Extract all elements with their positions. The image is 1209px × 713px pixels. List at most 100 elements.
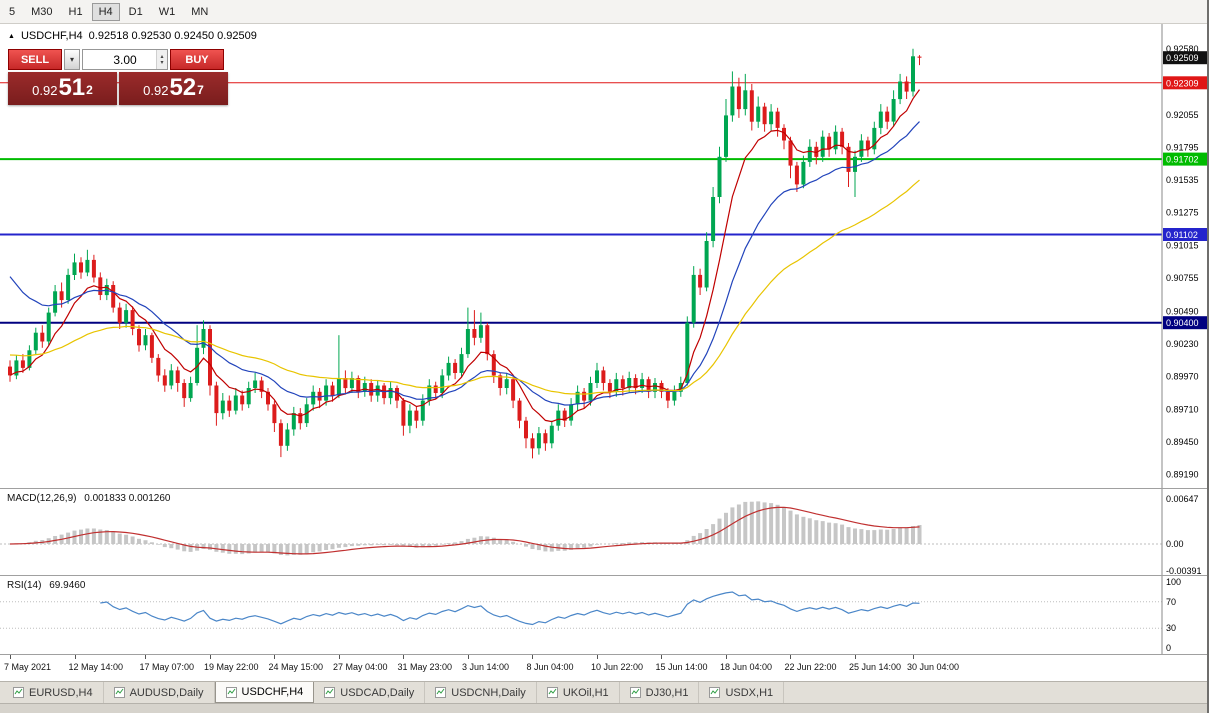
- chart-tab-icon: [225, 686, 237, 698]
- volume-stepper[interactable]: ▴ ▾: [156, 50, 167, 69]
- chart-tab-usdchf-h4[interactable]: USDCHF,H4: [214, 682, 315, 703]
- svg-text:0.91015: 0.91015: [1166, 240, 1199, 250]
- sell-button[interactable]: SELL: [8, 49, 62, 70]
- svg-text:0.89450: 0.89450: [1166, 437, 1199, 447]
- volume-value: 3.00: [113, 52, 137, 67]
- time-label: 19 May 22:00: [203, 662, 259, 672]
- svg-text:0.92055: 0.92055: [1166, 110, 1199, 120]
- chevron-down-icon: ▾: [69, 55, 74, 64]
- spinner-up-icon[interactable]: ▴: [160, 53, 164, 60]
- chart-tab-usdcad-daily[interactable]: USDCAD,Daily: [314, 682, 426, 703]
- sell-price-display[interactable]: 0.92 51 2: [8, 72, 117, 105]
- rsi-value: 69.9460: [49, 580, 86, 591]
- svg-text:70: 70: [1166, 597, 1176, 607]
- svg-text:0.92309: 0.92309: [1166, 78, 1199, 88]
- time-tick: [913, 655, 914, 659]
- panel-separator: [0, 488, 1209, 489]
- rsi-header: RSI(14) 69.9460: [7, 580, 85, 591]
- sell-price-pips: 51: [58, 74, 86, 101]
- window-right-edge: [1207, 0, 1209, 713]
- chart-region: 0.92580 0.92055 0.91795 0.91535 0.91275 0.910…: [0, 24, 1209, 681]
- macd-panel[interactable]: 0.00647 0.00 -0.00391: [0, 489, 1209, 575]
- time-tick: [209, 655, 211, 659]
- svg-text:30: 30: [1166, 623, 1176, 633]
- chart-tab-ukoil-h1[interactable]: UKOil,H1: [537, 682, 620, 703]
- timeframe-button-w1[interactable]: W1: [158, 5, 176, 18]
- chart-tab-label: USDCHF,H4: [241, 686, 304, 698]
- chart-tab-usdcnh-daily[interactable]: USDCNH,Daily: [425, 682, 537, 703]
- timeframe-button-d1[interactable]: D1: [128, 5, 143, 18]
- timeframe-button-mn[interactable]: MN: [191, 5, 209, 18]
- timeframe-toolbar: 5 M30 H1 H4 D1 W1 MN: [0, 0, 1209, 24]
- svg-text:0.00: 0.00: [1166, 539, 1184, 549]
- spinner-down-icon[interactable]: ▾: [160, 59, 164, 66]
- price-chart[interactable]: 0.92580 0.92055 0.91795 0.91535 0.91275 0.910…: [0, 24, 1209, 488]
- macd-label: MACD(12,26,9): [7, 493, 77, 504]
- time-tick: [274, 655, 276, 659]
- buy-price-pips: 52: [169, 74, 197, 101]
- time-label: 12 May 14:00: [68, 662, 124, 672]
- chart-tab-audusd-daily[interactable]: AUDUSD,Daily: [104, 682, 215, 703]
- svg-text:0.90400: 0.90400: [1166, 318, 1199, 328]
- volume-dropdown-button[interactable]: ▾: [64, 49, 80, 70]
- svg-text:0.91702: 0.91702: [1166, 155, 1199, 165]
- chart-tab-label: UKOil,H1: [562, 686, 609, 699]
- buy-button[interactable]: BUY: [170, 49, 224, 70]
- rsi-panel[interactable]: 100 70 30 0: [0, 576, 1209, 654]
- time-label: 8 Jun 04:00: [526, 662, 574, 672]
- chart-tab-label: USDX,H1: [725, 686, 774, 699]
- time-tick: [725, 655, 727, 659]
- chart-tab-icon: [629, 687, 641, 698]
- timeframe-button-m30[interactable]: M30: [31, 5, 53, 18]
- chart-tab-label: AUDUSD,Daily: [129, 686, 204, 699]
- time-tick: [403, 655, 405, 659]
- chart-symbol-label: USDCHF,H4: [20, 30, 83, 42]
- svg-text:-0.00391: -0.00391: [1166, 566, 1202, 575]
- chart-tab-eurusd-h4[interactable]: EURUSD,H4: [3, 682, 104, 703]
- rsi-label: RSI(14): [7, 580, 42, 591]
- svg-text:0.89970: 0.89970: [1166, 372, 1199, 382]
- timeframe-button-5[interactable]: 5: [9, 5, 16, 18]
- chart-tab-label: DJ30,H1: [645, 686, 689, 699]
- timeframe-button-h4[interactable]: H4: [91, 2, 120, 21]
- svg-text:0.91102: 0.91102: [1166, 230, 1198, 240]
- rsi-line: [100, 591, 920, 626]
- svg-text:0.91275: 0.91275: [1166, 208, 1199, 218]
- chart-tab-label: EURUSD,H4: [29, 686, 93, 699]
- time-label: 17 May 07:00: [139, 662, 194, 672]
- svg-text:0.00647: 0.00647: [1166, 494, 1199, 504]
- panel-separator: [0, 575, 1209, 576]
- svg-text:100: 100: [1166, 577, 1181, 587]
- candles: [8, 48, 922, 459]
- time-label: 30 Jun 04:00: [907, 662, 960, 672]
- symbol-arrow-icon: ▲: [8, 32, 15, 40]
- time-label: 7 May 2021: [4, 662, 52, 672]
- chart-ohlc-values: 0.92518 0.92530 0.92450 0.92509: [88, 30, 257, 42]
- svg-text:0.92509: 0.92509: [1166, 53, 1199, 63]
- time-label: 18 Jun 04:00: [719, 662, 772, 672]
- macd-histogram: [14, 501, 922, 556]
- time-tick: [74, 655, 76, 659]
- timeframe-button-h1[interactable]: H1: [68, 5, 83, 18]
- sell-price-major: 0.92: [32, 83, 58, 98]
- chart-tab-icon: [709, 687, 721, 698]
- chart-tab-usdx-h1[interactable]: USDX,H1: [699, 682, 785, 703]
- time-tick: [338, 655, 340, 659]
- time-tick: [10, 655, 11, 659]
- chart-tab-label: USDCAD,Daily: [340, 686, 415, 699]
- buy-price-display[interactable]: 0.92 52 7: [119, 72, 228, 105]
- time-label: 27 May 04:00: [332, 662, 388, 672]
- svg-text:0.90755: 0.90755: [1166, 273, 1199, 283]
- window-bottom-edge: [0, 703, 1209, 713]
- chart-tab-dj30-h1[interactable]: DJ30,H1: [620, 682, 700, 703]
- ma-line-8: [9, 89, 920, 423]
- volume-input[interactable]: 3.00 ▴ ▾: [82, 49, 168, 70]
- chart-tab-label: USDCNH,Daily: [451, 686, 526, 699]
- panel-separator: [0, 654, 1209, 655]
- macd-signal-line: [9, 506, 920, 555]
- chart-ohlc-header: ▲ USDCHF,H4 0.92518 0.92530 0.92450 0.92…: [8, 30, 257, 42]
- sell-price-point: 2: [86, 83, 93, 97]
- chart-tab-icon: [324, 687, 336, 698]
- svg-text:0.92580: 0.92580: [1166, 44, 1199, 54]
